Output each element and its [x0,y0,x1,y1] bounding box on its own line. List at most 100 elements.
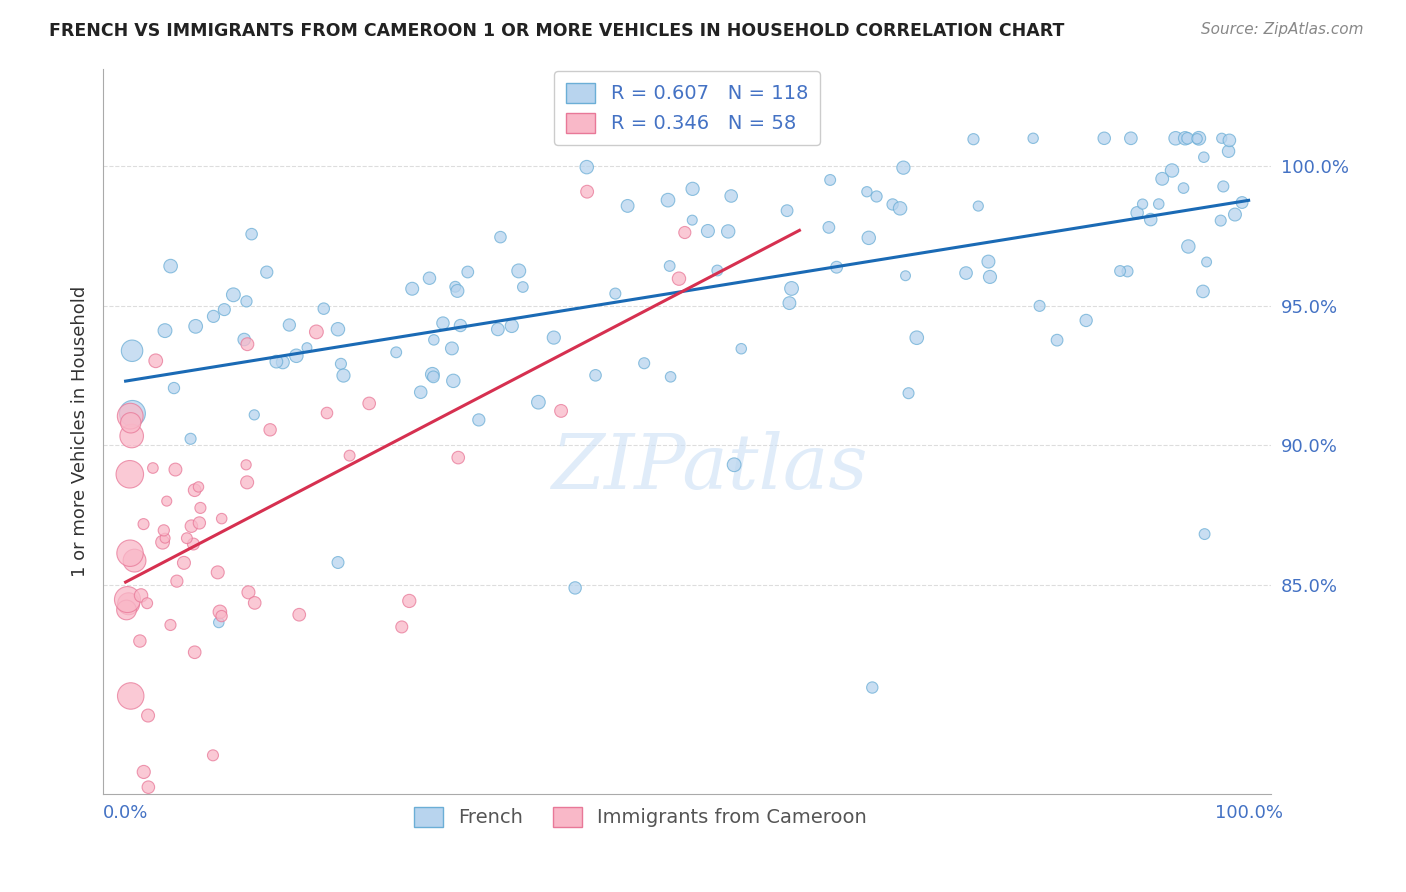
Point [585,368,607,383]
Point [183,483,205,498]
Point [1188,131,1211,145]
Point [681,213,703,227]
Point [967,199,990,213]
Point [1209,213,1232,227]
Point [271,355,294,369]
Point [1177,131,1199,145]
Point [616,199,638,213]
Point [633,356,655,370]
Point [432,316,454,330]
Point [124,553,146,567]
Point [211,609,233,624]
Point [1022,131,1045,145]
Point [401,282,423,296]
Point [1161,163,1184,178]
Point [152,535,174,549]
Point [118,467,141,482]
Point [489,230,512,244]
Point [153,531,176,545]
Point [1092,131,1115,145]
Point [780,281,803,295]
Point [1147,197,1170,211]
Point [207,566,229,580]
Point [1139,212,1161,227]
Point [288,607,311,622]
Text: ZIPatlas: ZIPatlas [553,431,869,505]
Point [326,322,349,336]
Point [156,494,179,508]
Point [858,231,880,245]
Point [468,413,491,427]
Point [444,279,467,293]
Point [136,596,159,610]
Point [440,342,463,356]
Point [575,160,598,174]
Point [447,450,470,465]
Point [332,368,354,383]
Point [486,322,509,336]
Point [897,386,920,401]
Point [173,556,195,570]
Text: FRENCH VS IMMIGRANTS FROM CAMEROON 1 OR MORE VEHICLES IN HOUSEHOLD CORRELATION C: FRENCH VS IMMIGRANTS FROM CAMEROON 1 OR … [49,22,1064,40]
Point [180,519,202,533]
Point [120,409,142,424]
Point [856,185,879,199]
Point [326,556,349,570]
Point [696,224,718,238]
Point [339,449,361,463]
Point [236,475,259,490]
Point [1177,239,1199,253]
Point [183,645,205,659]
Point [295,341,318,355]
Point [423,333,446,347]
Point [818,173,841,187]
Point [120,416,142,430]
Point [1223,208,1246,222]
Point [222,288,245,302]
Point [201,748,224,763]
Point [668,271,690,285]
Point [236,337,259,351]
Point [893,161,915,175]
Point [145,353,167,368]
Point [501,318,523,333]
Point [977,254,1000,268]
Point [184,319,207,334]
Point [1230,195,1253,210]
Point [278,318,301,332]
Point [441,374,464,388]
Point [243,596,266,610]
Point [183,537,205,551]
Point [1185,132,1208,146]
Point [142,461,165,475]
Point [1152,171,1174,186]
Point [1164,131,1187,145]
Point [446,284,468,298]
Point [132,517,155,532]
Point [163,381,186,395]
Point [1132,197,1154,211]
Point [243,408,266,422]
Point [285,349,308,363]
Point [605,286,627,301]
Point [128,634,150,648]
Point [657,193,679,207]
Point [818,220,841,235]
Point [1195,255,1218,269]
Point [449,318,471,333]
Point [1109,264,1132,278]
Point [316,406,339,420]
Point [121,429,143,443]
Point [117,592,139,607]
Point [266,354,288,368]
Point [1116,264,1139,278]
Point [159,618,181,632]
Point [121,343,143,358]
Point [720,189,742,203]
Point [190,500,212,515]
Point [188,516,211,530]
Point [1211,131,1233,145]
Point [717,224,740,238]
Point [889,202,911,216]
Point [1046,333,1069,347]
